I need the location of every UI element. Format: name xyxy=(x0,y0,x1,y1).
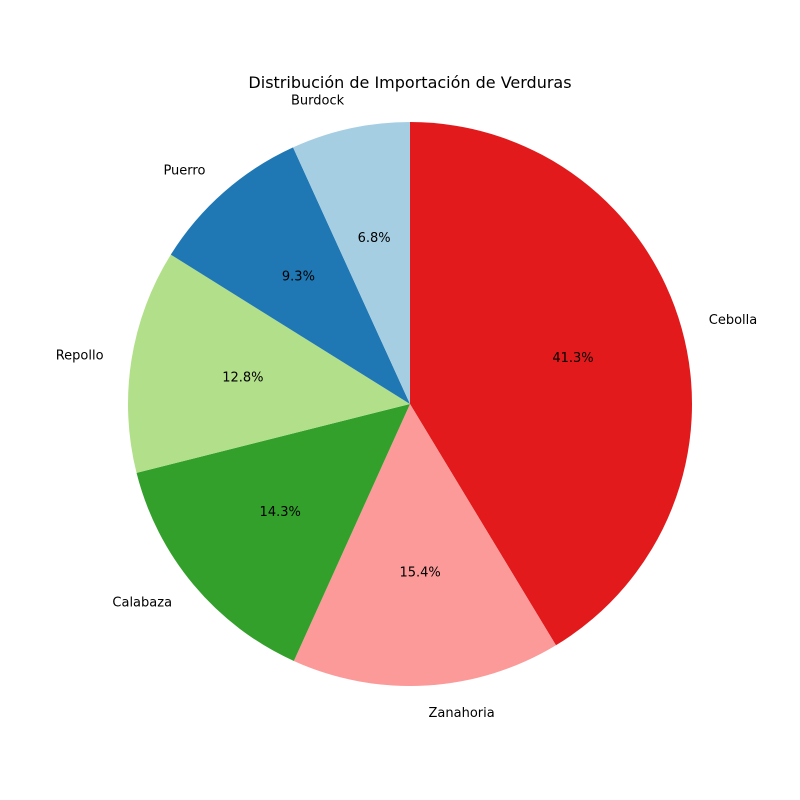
pie-slices xyxy=(128,122,693,687)
slice-label-calabaza: Calabaza xyxy=(112,596,172,611)
slice-label-repollo: Repollo xyxy=(56,348,104,363)
slice-percentage-calabaza: 14.3% xyxy=(260,505,301,520)
slice-percentage-cebolla: 41.3% xyxy=(552,351,593,366)
slice-percentage-zanahoria: 15.4% xyxy=(399,565,440,580)
slice-label-puerro: Puerro xyxy=(163,163,205,178)
pie-labels: Cebolla 41.3% Zanahoria 15.4% Calabaza 14.3% R… xyxy=(56,93,758,721)
slice-label-cebolla: Cebolla xyxy=(709,313,757,328)
pie-slice-burdock xyxy=(293,122,410,404)
pie-slice-repollo xyxy=(128,254,410,473)
slice-label-burdock: Burdock xyxy=(291,93,345,108)
slice-percentage-repollo: 12.8% xyxy=(222,370,263,385)
pie-slice-calabaza xyxy=(136,404,411,661)
chart-title: Distribución de Importación de Verduras xyxy=(248,73,571,92)
slice-label-zanahoria: Zanahoria xyxy=(429,706,495,721)
pie-slice-puerro xyxy=(170,147,410,404)
pie-slice-zanahoria xyxy=(293,404,556,687)
slice-percentage-burdock: 6.8% xyxy=(358,231,391,246)
pie-slice-cebolla xyxy=(410,122,693,646)
slice-percentage-puerro: 9.3% xyxy=(282,269,315,284)
